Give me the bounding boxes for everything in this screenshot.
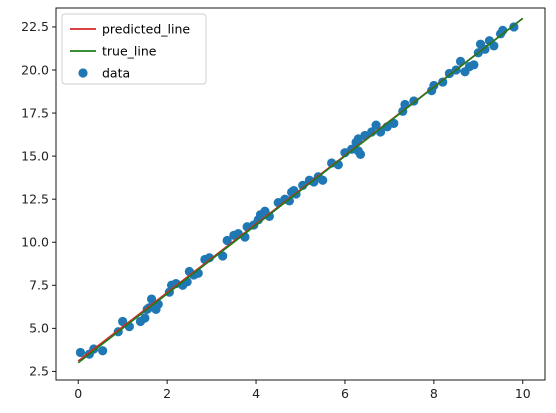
data-point [218,251,228,261]
data-point [264,211,274,221]
data-point [118,316,128,327]
data-point [318,175,328,185]
legend-label-true-line: true_line [102,43,157,58]
y-tick-label: 17.5 [21,105,49,120]
data-point [489,41,499,51]
y-tick-label: 7.5 [29,278,49,293]
y-tick-label: 2.5 [29,364,49,379]
legend-label-predicted-line: predicted_line [102,21,190,36]
x-axis: 0 2 4 6 8 10 [74,380,531,401]
data-point [284,196,294,206]
data-point [140,313,150,323]
x-tick-label: 6 [341,386,349,401]
data-point [509,22,519,32]
y-tick-label: 5.0 [29,321,49,336]
x-tick-label: 0 [74,386,82,401]
y-tick-label: 22.5 [21,19,49,34]
x-tick-label: 8 [430,386,438,401]
x-tick-label: 10 [515,386,531,401]
legend-label-data: data [102,65,130,80]
y-tick-label: 20.0 [21,62,49,77]
x-tick-label: 2 [163,386,171,401]
data-point [389,118,399,128]
series-line-true-line [77,17,524,364]
y-tick-label: 10.0 [21,235,49,250]
axes-border [55,7,546,381]
data-point [146,294,157,304]
y-tick-label: 15.0 [21,148,49,163]
legend-box [61,13,207,85]
data-point [480,44,490,54]
data-point [222,235,232,246]
y-tick-label: 12.5 [21,191,49,206]
data-point [438,77,448,87]
x-tick-label: 4 [252,386,260,401]
legend-swatch-data [78,68,88,78]
data-point [355,149,366,159]
data-point [98,346,108,356]
data-point [469,60,479,70]
data-point [75,347,86,358]
plot-area [75,17,524,364]
y-axis: 2.5 5.0 7.5 10.0 12.5 15.0 17.5 20.0 22.5 [21,19,56,379]
data-point [371,120,381,130]
axes-frame [55,7,546,381]
